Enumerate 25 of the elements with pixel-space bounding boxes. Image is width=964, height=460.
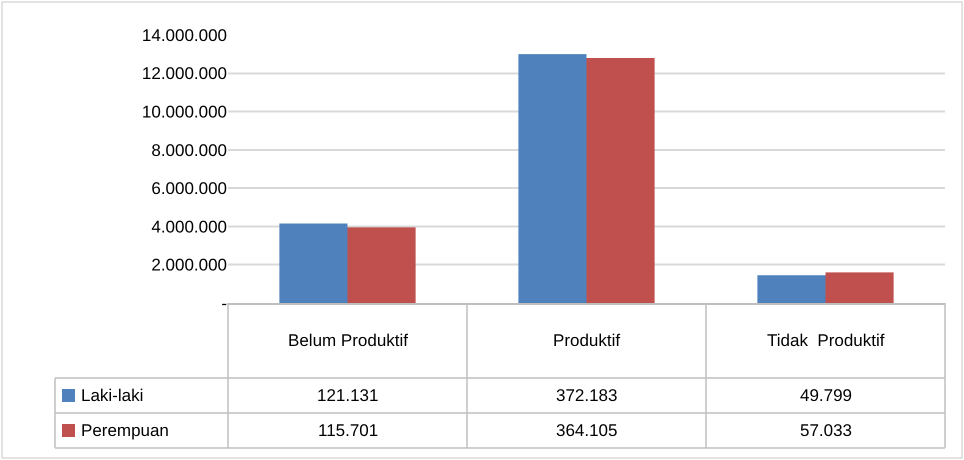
legend-label: Perempuan: [81, 421, 169, 440]
text: 49.799: [800, 386, 852, 405]
text: 372.183: [556, 386, 618, 405]
x-tick-label: Belum Produktif: [288, 331, 408, 350]
bar: [826, 272, 894, 303]
x-tick-label: Tidak Produktif: [767, 331, 885, 350]
text: 115.701: [318, 421, 378, 440]
bar: [348, 227, 416, 303]
text: 364.105: [556, 421, 618, 440]
bar: [279, 224, 348, 303]
y-tick-label: 14.000.000: [142, 26, 227, 45]
bar: [518, 54, 586, 303]
text: 121.131: [317, 386, 378, 405]
bar: [586, 58, 655, 303]
text: 57.033: [800, 421, 852, 440]
y-tick-label: 2.000.000: [151, 256, 227, 275]
bar: [757, 275, 826, 303]
y-tick-label: 10.000.000: [142, 102, 227, 122]
y-tick-label: 6.000.000: [151, 179, 227, 198]
y-tick-label: -: [221, 294, 227, 313]
y-tick-label: 4.000.000: [151, 217, 227, 236]
legend-label: Laki-laki: [81, 386, 144, 405]
y-tick-label: 12.000.000: [142, 64, 227, 84]
x-tick-label: Produktif: [553, 331, 620, 350]
y-tick-label: 8.000.000: [151, 140, 227, 160]
